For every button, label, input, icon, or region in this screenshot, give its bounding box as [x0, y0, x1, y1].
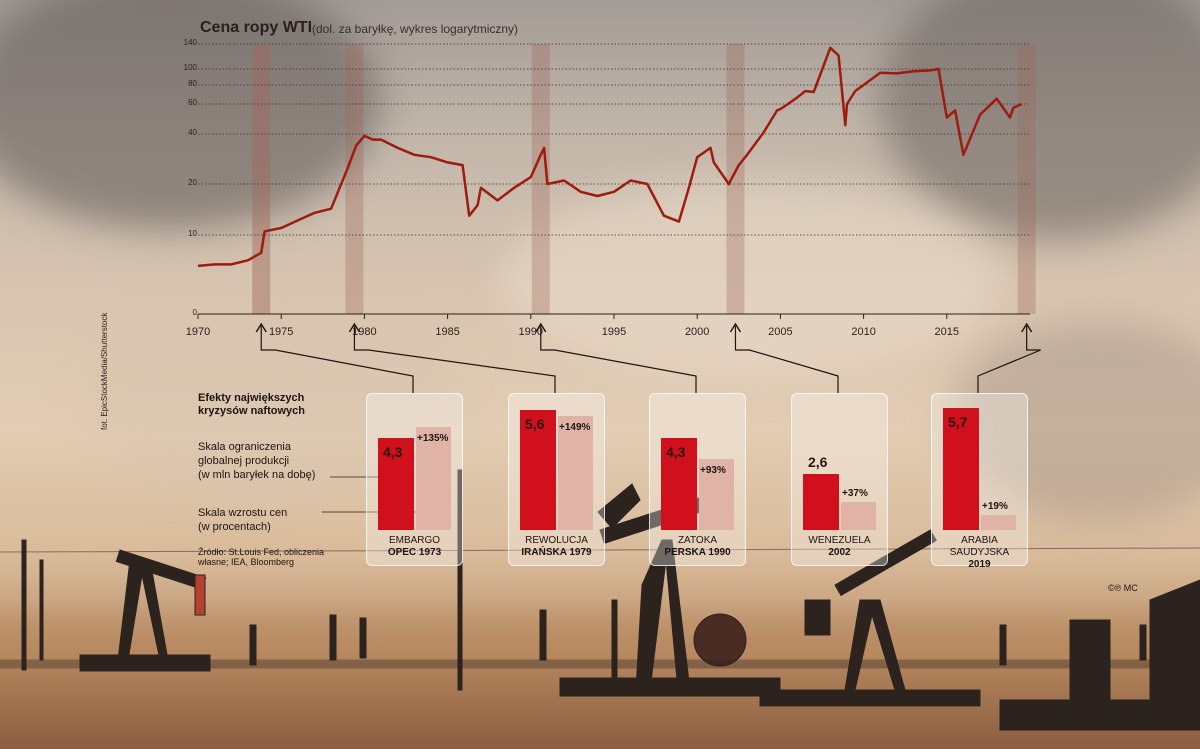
- legend-production: Skala ograniczenia globalnej produkcji (…: [198, 440, 315, 482]
- crisis-year: 2019: [968, 559, 991, 570]
- source-line: własne; IEA, Bloomberg: [198, 557, 295, 567]
- copyright-mark: ©℗ MC: [1108, 583, 1138, 593]
- crisis-connector: [353, 326, 556, 393]
- production-value-label: 5,7: [948, 414, 968, 430]
- crisis-panel: 2,6 +37% WENEZUELA 2002: [791, 393, 888, 566]
- production-bar: [378, 437, 414, 530]
- crisis-panel: 4,3 +135% EMBARGO OPEC 1973: [366, 393, 463, 566]
- crisis-panel: 5,7 +19% ARABIA SAUDYJSKA 2019: [931, 393, 1028, 570]
- crisis-panel: 5,6 +149% REWOLUCJA IRAŃSKA 1979: [508, 393, 605, 566]
- price-change-label: +149%: [559, 422, 591, 433]
- crisis-connector: [260, 326, 414, 393]
- crisis-band: [252, 44, 271, 314]
- production-value-label: 4,3: [666, 443, 686, 460]
- legend-price-line: Skala wzrostu cen: [198, 507, 288, 519]
- crisis-name: EMBARGO: [388, 535, 441, 546]
- x-tick-label: 2000: [684, 326, 710, 338]
- y-tick-label: 10: [188, 229, 197, 238]
- x-tick-label: 1975: [268, 326, 294, 338]
- crisis-name: WENEZUELA: [808, 535, 871, 546]
- price-bar: [558, 416, 593, 530]
- y-tick-label: 80: [188, 79, 197, 88]
- production-bar: [520, 410, 556, 530]
- crisis-band: [345, 44, 364, 314]
- legend-title-line: kryzysów naftowych: [198, 405, 305, 417]
- legend-production-line: globalnej produkcji: [198, 455, 290, 467]
- x-tick-label: 1985: [435, 326, 460, 338]
- price-change-label: +19%: [982, 501, 1008, 513]
- chart-subtitle: (dol. za baryłkę, wykres logarytmiczny): [312, 22, 519, 36]
- crisis-year: IRAŃSKA 1979: [521, 547, 592, 558]
- crisis-label: WENEZUELA 2002: [792, 535, 887, 559]
- price-series-line: [197, 46, 1023, 268]
- crisis-band: [726, 44, 745, 314]
- price-change-label: +135%: [417, 432, 449, 444]
- crisis-band: [531, 44, 550, 314]
- arrow-up-icon: [348, 322, 361, 333]
- production-value-label: 4,3: [383, 443, 403, 460]
- production-value-label: 5,6: [525, 416, 545, 433]
- x-tick-label: 1995: [601, 326, 627, 338]
- arrow-up-icon: [1021, 322, 1033, 333]
- crisis-label: EMBARGO OPEC 1973: [367, 535, 462, 559]
- bar-chart-title: Efekty największych kryzysów naftowych: [198, 392, 305, 418]
- price-bar: [699, 458, 734, 530]
- production-bar: [943, 408, 979, 530]
- crisis-connector: [540, 326, 697, 393]
- crisis-label: REWOLUCJA IRAŃSKA 1979: [509, 535, 604, 559]
- price-change-label: +37%: [842, 487, 868, 499]
- x-tick-label: 1980: [352, 326, 377, 338]
- price-bar: [841, 501, 876, 530]
- source-note: Źródło: St.Louis Fed, obliczenia własne;…: [198, 547, 324, 567]
- legend-production-line: (w mln baryłek na dobę): [198, 469, 316, 481]
- legend-price-line: (w procentach): [198, 521, 271, 533]
- x-tick-label: 2015: [934, 326, 960, 338]
- crisis-panel: 4,3 +93% ZATOKA PERSKA 1990: [649, 393, 746, 566]
- arrow-up-icon: [729, 322, 742, 333]
- x-tick-label: 2010: [851, 326, 876, 338]
- chart-title: Cena ropy WTI: [200, 19, 313, 36]
- crisis-year: OPEC 1973: [387, 547, 442, 558]
- x-tick-label: 1990: [518, 326, 544, 338]
- crisis-band: [1017, 44, 1036, 314]
- crisis-name: ARABIA SAUDYJSKA: [949, 535, 1010, 558]
- arrow-up-icon: [535, 322, 547, 333]
- production-value-label: 2,6: [808, 454, 828, 471]
- y-tick-label: 60: [188, 98, 197, 107]
- price-change-label: +93%: [700, 464, 726, 476]
- y-tick-label: 140: [183, 38, 197, 47]
- photo-credit: fot. EpicStockMedia/Shutterstock: [100, 312, 109, 430]
- price-bar: [416, 426, 451, 530]
- crisis-name: REWOLUCJA: [525, 535, 588, 546]
- crisis-connector: [977, 326, 1041, 393]
- legend-price: Skala wzrostu cen (w procentach): [198, 506, 287, 534]
- arrow-up-icon: [255, 322, 267, 333]
- legend-production-line: Skala ograniczenia: [198, 441, 291, 453]
- crisis-year: PERSKA 1990: [664, 547, 731, 558]
- y-tick-label: 20: [188, 178, 197, 187]
- production-bar: [661, 437, 697, 530]
- production-bar: [803, 474, 839, 530]
- y-tick-label: 100: [183, 63, 197, 72]
- crisis-year: 2002: [828, 547, 851, 558]
- crisis-name: ZATOKA: [677, 535, 718, 546]
- price-bar: [981, 515, 1016, 530]
- x-tick-label: 1970: [185, 326, 211, 338]
- y-tick-label: 0: [192, 308, 197, 317]
- crisis-connector: [734, 326, 839, 393]
- legend-title-line: Efekty największych: [198, 392, 305, 404]
- crisis-label: ZATOKA PERSKA 1990: [650, 535, 745, 559]
- source-line: Źródło: St.Louis Fed, obliczenia: [198, 547, 325, 557]
- y-tick-label: 40: [188, 128, 197, 137]
- x-tick-label: 2005: [768, 326, 793, 338]
- crisis-label: ARABIA SAUDYJSKA 2019: [932, 535, 1027, 571]
